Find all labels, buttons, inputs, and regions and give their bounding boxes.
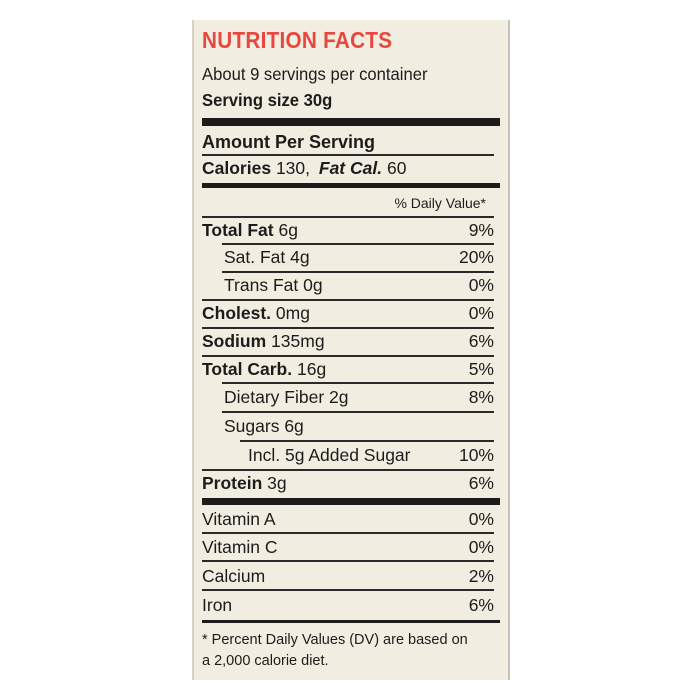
servings-per-container: About 9 servings per container [202, 64, 428, 84]
daily-value: 0% [468, 303, 494, 323]
nutrient-row-total-fat: Total Fat 6g 9% [202, 220, 494, 240]
footnote-line-1: * Percent Daily Values (DV) are based on [202, 632, 468, 648]
nutrient-row-sat-fat: Sat. Fat 4g 20% [224, 247, 494, 267]
divider [202, 560, 494, 562]
vitamin-row-c: Vitamin C 0% [202, 537, 494, 557]
vitamin-row-a: Vitamin A 0% [202, 509, 494, 529]
nutrient-row-cholesterol: Cholest. 0mg 0% [202, 303, 494, 323]
thick-divider-bottom [202, 498, 500, 505]
thick-divider-top [202, 118, 500, 126]
calories-line: Calories 130, Fat Cal. 60 [202, 158, 500, 179]
fat-cal-label: Fat Cal. [318, 158, 383, 178]
daily-value: 20% [458, 247, 494, 267]
daily-value-header: % Daily Value* [394, 195, 486, 211]
nutrient-row-sodium: Sodium 135mg 6% [202, 331, 494, 351]
nutrition-label: NUTRITION FACTS About 9 servings per con… [192, 20, 510, 680]
divider [202, 299, 494, 301]
fat-cal-value: 60 [386, 158, 407, 178]
calories-value: 130, [275, 158, 310, 178]
divider [222, 411, 494, 413]
divider [202, 154, 494, 156]
daily-value: 0% [468, 537, 494, 557]
daily-value: 8% [468, 387, 494, 407]
footnote-line-2: a 2,000 calorie diet. [202, 653, 329, 669]
daily-value: 9% [468, 220, 494, 240]
daily-value: 2% [468, 566, 494, 586]
daily-value: 10% [458, 445, 494, 465]
daily-value: 0% [468, 275, 494, 295]
mineral-row-iron: Iron 6% [202, 595, 494, 615]
divider [202, 589, 494, 591]
divider [240, 440, 494, 442]
daily-value: 6% [468, 331, 494, 351]
divider [202, 216, 494, 218]
daily-value: 6% [468, 595, 494, 615]
divider [202, 355, 494, 357]
divider [222, 243, 494, 245]
mineral-row-calcium: Calcium 2% [202, 566, 494, 586]
serving-size: Serving size 30g [202, 90, 333, 110]
divider [202, 469, 494, 471]
daily-value: 0% [468, 509, 494, 529]
divider [202, 532, 494, 534]
calories-label: Calories [202, 158, 272, 178]
nutrient-row-trans-fat: Trans Fat 0g 0% [224, 275, 494, 295]
divider [222, 271, 494, 273]
footnote: * Percent Daily Values (DV) are based on… [202, 630, 500, 672]
nutrient-row-total-carb: Total Carb. 16g 5% [202, 359, 494, 379]
daily-value: 6% [468, 473, 494, 493]
divider [222, 382, 494, 384]
thick-divider-footer [202, 620, 500, 623]
nutrient-row-protein: Protein 3g 6% [202, 473, 494, 493]
divider [202, 327, 494, 329]
nutrient-row-dietary-fiber: Dietary Fiber 2g 8% [224, 387, 494, 407]
label-title: NUTRITION FACTS [202, 27, 393, 53]
nutrient-row-sugars: Sugars 6g [224, 416, 304, 436]
daily-value: 5% [468, 359, 494, 379]
nutrient-row-added-sugar: Incl. 5g Added Sugar 10% [248, 445, 494, 465]
thick-divider-mid [202, 183, 500, 188]
amount-per-serving: Amount Per Serving [202, 132, 376, 152]
